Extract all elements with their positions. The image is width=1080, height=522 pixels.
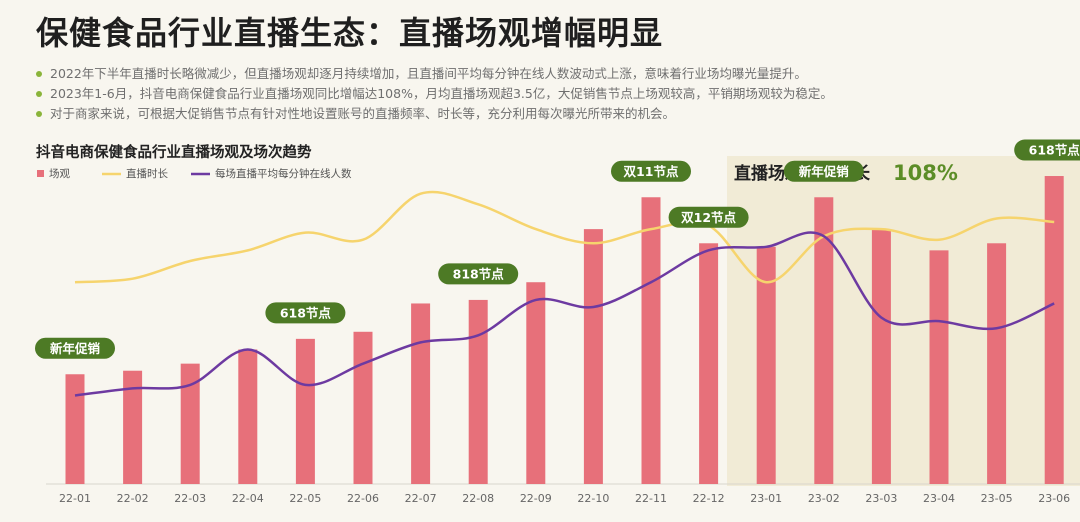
bar-22-07 xyxy=(411,303,431,484)
x-tick-label: 23-02 xyxy=(808,492,840,505)
legend-label-duration: 直播时长 xyxy=(126,167,168,180)
bar-22-09 xyxy=(526,282,546,484)
bar-23-02 xyxy=(814,197,834,484)
x-tick-label: 22-11 xyxy=(635,492,667,505)
callout-badge xyxy=(1014,139,1080,161)
callout-label: 618节点 xyxy=(280,305,332,320)
x-tick-label: 22-09 xyxy=(520,492,552,505)
x-tick-label: 22-05 xyxy=(289,492,321,505)
bar-22-11 xyxy=(641,197,661,484)
x-tick-label: 23-06 xyxy=(1038,492,1070,505)
bar-22-08 xyxy=(468,299,488,484)
x-tick-label: 22-08 xyxy=(462,492,494,505)
x-tick-label: 22-03 xyxy=(174,492,206,505)
bar-22-01 xyxy=(65,374,85,484)
bar-23-05 xyxy=(987,243,1007,484)
bar-22-06 xyxy=(353,331,373,484)
page-title: 保健食品行业直播生态：直播场观增幅明显 xyxy=(36,14,664,52)
callout-badge xyxy=(438,263,519,285)
bar-22-12 xyxy=(699,243,719,484)
bullet-item: 2022年下半年直播时长略微减少，但直播场观却逐月持续增加，且直播间平均每分钟在… xyxy=(36,64,833,84)
x-tick-label: 22-12 xyxy=(693,492,725,505)
x-tick-label: 23-01 xyxy=(750,492,782,505)
chart-legend: 场观 直播时长 每场直播平均每分钟在线人数 xyxy=(37,167,352,180)
x-tick-label: 22-02 xyxy=(117,492,149,505)
callout-label: 618节点 xyxy=(1029,143,1080,158)
legend-label-bar: 场观 xyxy=(49,167,70,180)
x-tick-label: 22-10 xyxy=(577,492,609,505)
callout-badge xyxy=(668,206,749,228)
highlight-value: 108% xyxy=(893,161,958,185)
bar-23-04 xyxy=(929,250,949,484)
x-tick-label: 22-01 xyxy=(59,492,91,505)
callout-label: 新年促销 xyxy=(799,164,850,179)
x-tick-label: 23-04 xyxy=(923,492,955,505)
callout-badge xyxy=(265,302,346,324)
legend-swatch-bar xyxy=(37,170,44,177)
callout-label: 818节点 xyxy=(453,266,505,281)
x-tick-label: 22-07 xyxy=(405,492,437,505)
online-viewers-line xyxy=(74,231,1055,397)
summary-bullets: 2022年下半年直播时长略微减少，但直播场观却逐月持续增加，且直播间平均每分钟在… xyxy=(36,64,833,124)
bar-23-06 xyxy=(1044,176,1064,484)
bar-22-02 xyxy=(123,370,143,484)
highlight-region xyxy=(727,156,1080,486)
bullet-item: 对于商家来说，可根据大促销售节点有针对性地设置账号的直播频率、时长等，充分利用每… xyxy=(36,104,833,124)
callout-badge xyxy=(35,337,115,359)
bar-23-01 xyxy=(756,246,776,484)
x-tick-label: 23-03 xyxy=(865,492,897,505)
bullet-item: 2023年1-6月，抖音电商保健食品行业直播场观同比增幅达108%，月均直播场观… xyxy=(36,84,833,104)
bar-22-05 xyxy=(295,338,315,484)
bar-23-03 xyxy=(871,229,891,484)
callout-badge xyxy=(611,160,691,182)
bar-22-04 xyxy=(238,349,258,484)
callout-label: 双12节点 xyxy=(680,210,736,225)
x-tick-label: 23-05 xyxy=(981,492,1013,505)
callout-label: 新年促销 xyxy=(50,341,101,356)
x-tick-label: 22-06 xyxy=(347,492,379,505)
x-tick-label: 22-04 xyxy=(232,492,264,505)
bar-22-10 xyxy=(583,229,603,484)
legend-label-online: 每场直播平均每分钟在线人数 xyxy=(215,167,352,180)
callout-label: 双11节点 xyxy=(623,164,679,179)
callout-badge xyxy=(783,160,864,182)
duration-line xyxy=(74,190,1055,284)
bar-22-03 xyxy=(180,363,200,484)
chart-title: 抖音电商保健食品行业直播场观及场次趋势 xyxy=(36,145,312,161)
